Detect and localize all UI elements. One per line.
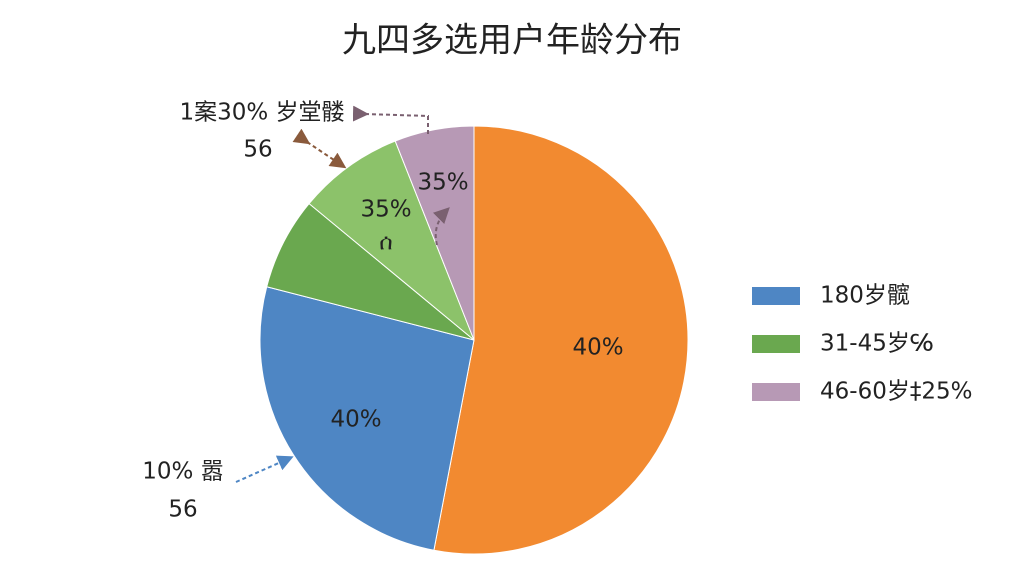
legend-label: 31-45岁℅ [820,331,933,357]
annotation: 35% [417,170,468,196]
pie [259,125,689,555]
annotation: 56 [168,497,197,523]
arrow [292,128,347,169]
annotation: 40% [330,407,381,433]
legend-label: 180岁髋 [820,283,910,309]
chart-title: 九四多选用户年龄分布 [342,21,682,61]
legend-swatch [752,335,800,353]
arrow [432,207,450,246]
annotation: 35% [360,197,411,223]
pie-slice [308,140,475,341]
pie-slice [394,125,475,341]
legend-swatch [752,287,800,305]
pie-slice [259,286,475,551]
annotation: 40% [572,335,623,361]
annotation: ሰ [379,230,393,256]
annotation: 56 [243,137,272,163]
arrow [352,105,429,134]
legend-swatch [752,383,800,401]
pie-slice [433,125,689,555]
legend-label: 46-60岁‡25% [820,379,972,405]
annotation: 10% 嚣 [142,459,223,485]
arrow [235,455,294,483]
annotation: 1案30% 岁堂髅 [179,100,344,126]
